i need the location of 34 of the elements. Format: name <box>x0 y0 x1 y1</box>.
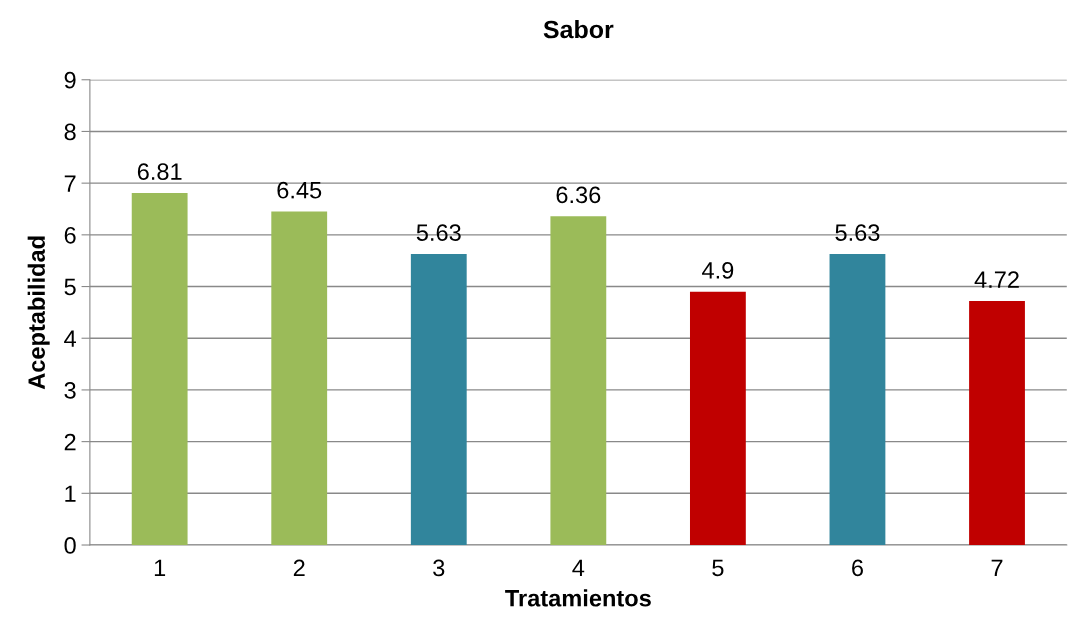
y-tick-label: 1 <box>65 485 76 502</box>
x-tick-label: 5 <box>712 559 724 577</box>
y-axis-title: Aceptabilidad <box>27 236 50 390</box>
x-tick-label: 4 <box>572 559 585 577</box>
bar <box>689 291 746 546</box>
data-label: 6.36 <box>556 186 601 204</box>
data-label: 6.45 <box>277 181 322 199</box>
x-tick-label: 1 <box>154 559 166 577</box>
data-label: 4.9 <box>702 261 734 279</box>
y-tick-label: 2 <box>64 433 76 451</box>
y-tick-label: 5 <box>64 278 76 296</box>
x-tick-label: 6 <box>852 559 863 577</box>
bar <box>131 192 188 546</box>
y-tick-label: 7 <box>64 175 76 192</box>
x-tick-label: 2 <box>293 559 305 577</box>
x-tick-label: 3 <box>433 559 445 577</box>
y-tick-label: 8 <box>64 123 76 141</box>
data-label: 5.63 <box>416 224 461 241</box>
y-tick-label: 9 <box>64 71 76 89</box>
bar <box>271 211 328 546</box>
data-label: 4.72 <box>974 271 1019 288</box>
bar <box>410 253 467 546</box>
y-tick-label: 6 <box>64 226 76 244</box>
y-tick-label: 0 <box>64 537 76 554</box>
data-label: 5.63 <box>835 224 880 241</box>
x-axis-title: Tratamientos <box>505 589 651 607</box>
chart-title: Sabor <box>543 19 614 39</box>
bar <box>550 216 607 546</box>
bar <box>829 253 886 546</box>
data-label: 6.81 <box>137 163 182 180</box>
y-tick-label: 3 <box>64 382 76 399</box>
x-tick-label: 7 <box>991 559 1003 577</box>
bar <box>969 301 1025 546</box>
y-tick-label: 4 <box>64 330 76 347</box>
